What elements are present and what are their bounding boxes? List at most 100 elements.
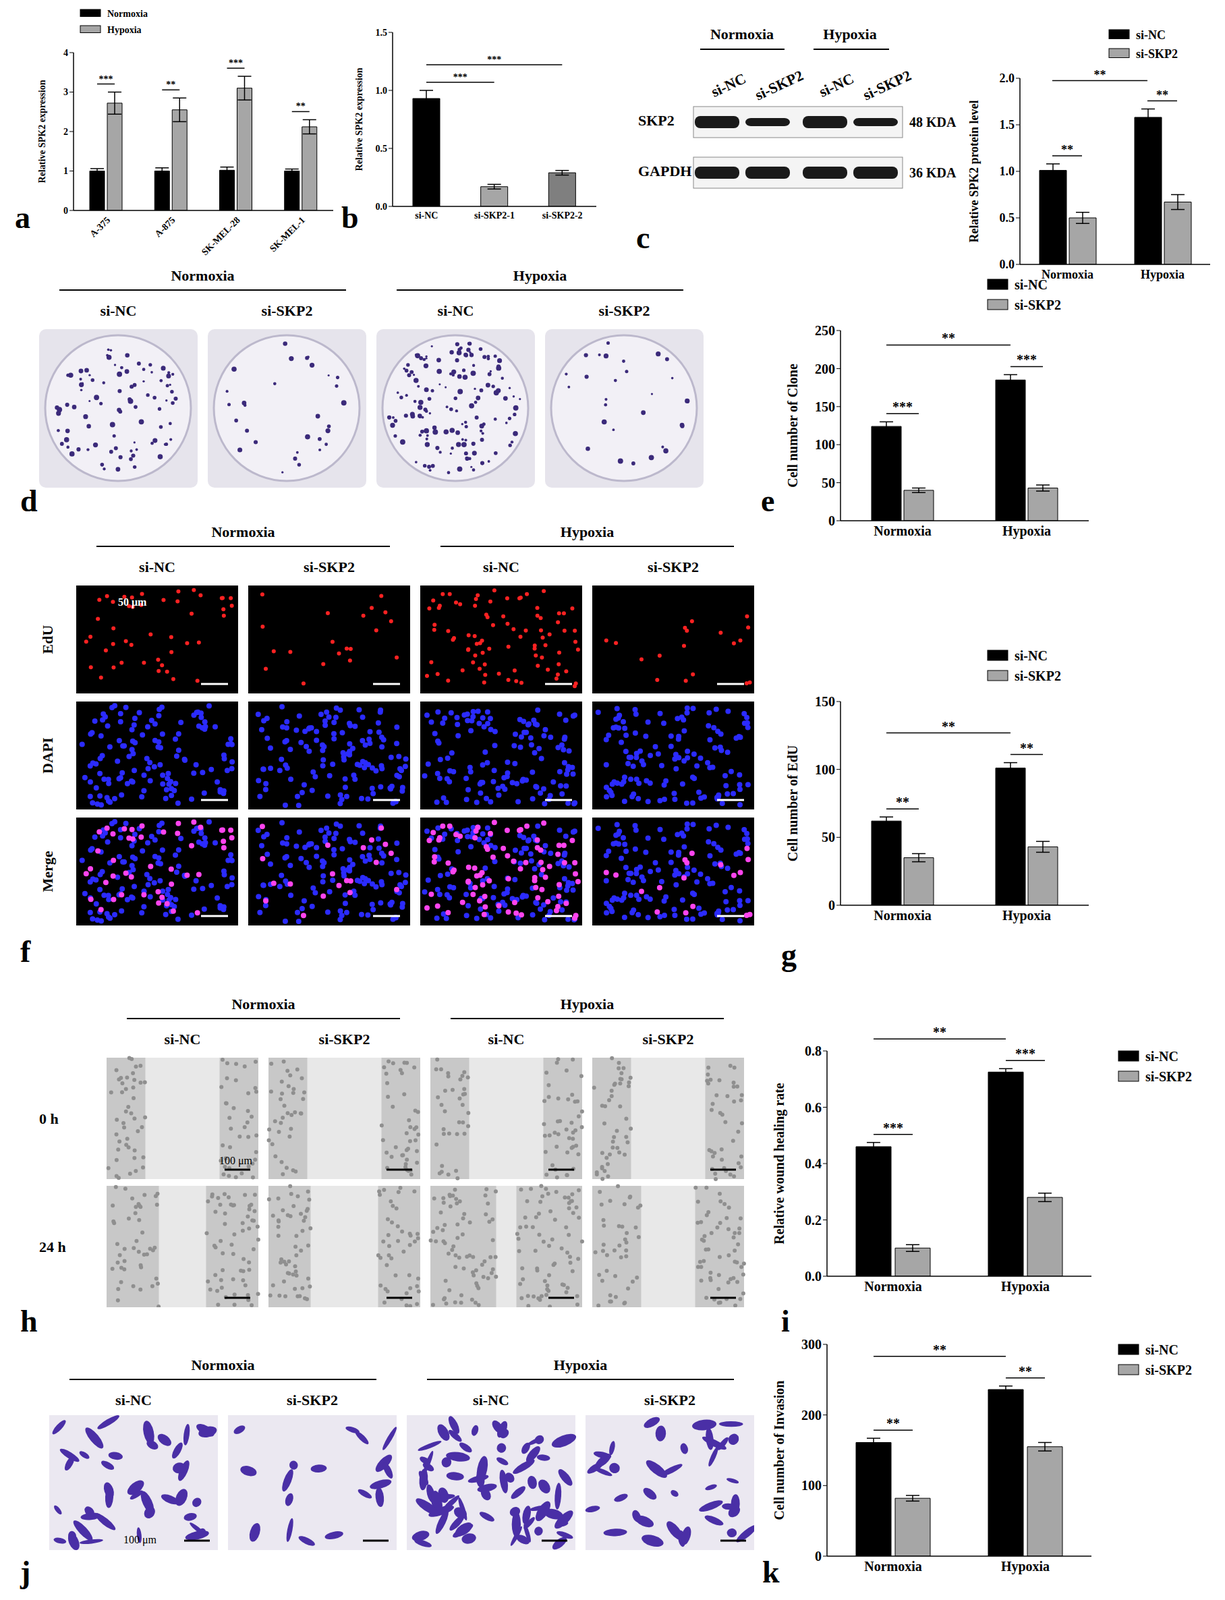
svg-text:**: ** bbox=[941, 719, 956, 734]
svg-text:Hypoxia: Hypoxia bbox=[513, 267, 567, 284]
svg-text:DAPI: DAPI bbox=[39, 737, 56, 774]
svg-text:2: 2 bbox=[63, 126, 69, 137]
svg-text:si-SKP2: si-SKP2 bbox=[644, 1391, 696, 1409]
svg-text:**: ** bbox=[1061, 143, 1074, 157]
svg-text:Hypoxia: Hypoxia bbox=[1002, 907, 1051, 924]
svg-text:0.6: 0.6 bbox=[804, 1100, 822, 1116]
svg-text:***: *** bbox=[228, 58, 243, 69]
svg-text:si-SKP2: si-SKP2 bbox=[1014, 668, 1062, 684]
svg-text:100: 100 bbox=[814, 762, 836, 778]
svg-text:SK-MEL-28: SK-MEL-28 bbox=[199, 215, 243, 258]
svg-text:Normoxia: Normoxia bbox=[873, 907, 932, 923]
svg-text:***: *** bbox=[99, 74, 114, 85]
svg-text:si-NC: si-NC bbox=[115, 1391, 152, 1409]
svg-text:Normoxia: Normoxia bbox=[864, 1558, 923, 1574]
svg-text:50: 50 bbox=[821, 829, 836, 845]
svg-text:100 μm: 100 μm bbox=[123, 1533, 158, 1547]
svg-text:si-NC: si-NC bbox=[437, 302, 475, 320]
svg-text:GAPDH: GAPDH bbox=[638, 162, 692, 180]
svg-text:24 h: 24 h bbox=[39, 1238, 67, 1256]
svg-text:0: 0 bbox=[828, 897, 836, 913]
svg-text:Normoxia: Normoxia bbox=[170, 267, 235, 284]
svg-text:Hypoxia: Hypoxia bbox=[1002, 523, 1051, 539]
svg-text:Merge: Merge bbox=[39, 850, 56, 892]
svg-text:**: ** bbox=[932, 1342, 947, 1358]
svg-text:**: ** bbox=[941, 330, 956, 346]
svg-text:0.0: 0.0 bbox=[375, 201, 388, 212]
svg-text:si-SKP2: si-SKP2 bbox=[286, 1391, 338, 1409]
svg-text:si-SKP2: si-SKP2 bbox=[1135, 47, 1178, 61]
svg-text:Cell number of Clone: Cell number of Clone bbox=[785, 363, 801, 488]
svg-text:***: *** bbox=[1015, 1046, 1036, 1062]
svg-text:150: 150 bbox=[814, 399, 836, 415]
svg-text:si-SKP2: si-SKP2 bbox=[1145, 1069, 1192, 1085]
svg-text:si-NC: si-NC bbox=[1135, 28, 1166, 42]
svg-text:***: *** bbox=[882, 1120, 904, 1136]
svg-text:si-SKP2-1: si-SKP2-1 bbox=[474, 210, 515, 221]
svg-text:si-SKP2: si-SKP2 bbox=[261, 302, 313, 320]
svg-text:si-NC: si-NC bbox=[472, 1391, 510, 1409]
svg-text:Hypoxia: Hypoxia bbox=[1140, 267, 1185, 282]
svg-text:100: 100 bbox=[801, 1477, 822, 1493]
svg-text:Normoxia: Normoxia bbox=[710, 25, 774, 43]
svg-text:0.4: 0.4 bbox=[804, 1156, 822, 1172]
svg-text:si-SKP2: si-SKP2 bbox=[860, 66, 914, 104]
svg-text:si-NC: si-NC bbox=[164, 1030, 202, 1048]
svg-text:***: *** bbox=[1016, 352, 1037, 367]
svg-text:1.0: 1.0 bbox=[999, 164, 1016, 179]
svg-text:si-NC: si-NC bbox=[708, 70, 749, 101]
svg-text:36 KDA: 36 KDA bbox=[909, 165, 957, 181]
svg-text:si-SKP2: si-SKP2 bbox=[752, 66, 806, 104]
svg-text:si-NC: si-NC bbox=[482, 558, 520, 576]
svg-text:0: 0 bbox=[814, 1548, 822, 1564]
svg-text:0: 0 bbox=[63, 205, 69, 216]
svg-text:si-SKP2: si-SKP2 bbox=[1145, 1362, 1192, 1378]
svg-text:si-NC: si-NC bbox=[414, 210, 438, 221]
svg-text:300: 300 bbox=[801, 1336, 822, 1352]
svg-text:SKP2: SKP2 bbox=[638, 111, 675, 129]
svg-text:**: ** bbox=[1019, 740, 1034, 756]
svg-text:si-SKP2: si-SKP2 bbox=[303, 558, 355, 576]
svg-text:si-SKP2: si-SKP2 bbox=[599, 302, 651, 320]
svg-text:**: ** bbox=[1156, 88, 1169, 102]
svg-text:Hypoxia: Hypoxia bbox=[1001, 1278, 1050, 1295]
svg-text:si-SKP2: si-SKP2 bbox=[647, 558, 699, 576]
svg-text:Normoxia: Normoxia bbox=[864, 1278, 923, 1294]
svg-text:si-NC: si-NC bbox=[1145, 1342, 1179, 1358]
svg-text:si-NC: si-NC bbox=[1145, 1048, 1179, 1064]
svg-text:A-875: A-875 bbox=[153, 215, 178, 240]
svg-text:1.5: 1.5 bbox=[999, 118, 1016, 132]
svg-text:200: 200 bbox=[814, 361, 836, 377]
svg-text:**: ** bbox=[165, 79, 176, 90]
svg-text:0.8: 0.8 bbox=[804, 1043, 822, 1059]
svg-text:Hypoxia: Hypoxia bbox=[1001, 1558, 1050, 1575]
svg-text:Hypoxia: Hypoxia bbox=[560, 995, 614, 1013]
svg-text:Hypoxia: Hypoxia bbox=[822, 25, 877, 43]
svg-text:Hypoxia: Hypoxia bbox=[553, 1356, 608, 1374]
svg-text:si-NC: si-NC bbox=[1014, 648, 1048, 664]
svg-text:A-375: A-375 bbox=[87, 215, 112, 240]
svg-text:si-SKP2-2: si-SKP2-2 bbox=[542, 210, 583, 221]
svg-text:1: 1 bbox=[63, 165, 69, 177]
svg-text:0.5: 0.5 bbox=[999, 211, 1016, 225]
svg-text:100 μm: 100 μm bbox=[219, 1154, 253, 1167]
svg-text:si-NC: si-NC bbox=[816, 70, 857, 101]
svg-text:1.5: 1.5 bbox=[375, 27, 388, 38]
svg-text:**: ** bbox=[1018, 1363, 1033, 1379]
svg-text:si-SKP2: si-SKP2 bbox=[319, 1030, 371, 1048]
svg-text:si-NC: si-NC bbox=[138, 558, 176, 576]
svg-text:EdU: EdU bbox=[39, 624, 56, 654]
svg-text:Normoxia: Normoxia bbox=[1041, 267, 1094, 282]
svg-text:***: *** bbox=[892, 399, 913, 415]
svg-text:**: ** bbox=[1094, 68, 1107, 82]
svg-text:Normoxia: Normoxia bbox=[190, 1356, 255, 1374]
svg-text:SK-MEL-1: SK-MEL-1 bbox=[267, 215, 307, 255]
svg-text:150: 150 bbox=[814, 694, 836, 709]
svg-text:**: ** bbox=[296, 101, 306, 112]
svg-text:Normoxia: Normoxia bbox=[231, 995, 295, 1013]
svg-text:si-NC: si-NC bbox=[1014, 277, 1048, 293]
svg-text:**: ** bbox=[932, 1024, 947, 1040]
svg-text:0.0: 0.0 bbox=[804, 1268, 822, 1284]
svg-text:250: 250 bbox=[814, 323, 836, 338]
svg-text:si-SKP2: si-SKP2 bbox=[642, 1030, 695, 1048]
